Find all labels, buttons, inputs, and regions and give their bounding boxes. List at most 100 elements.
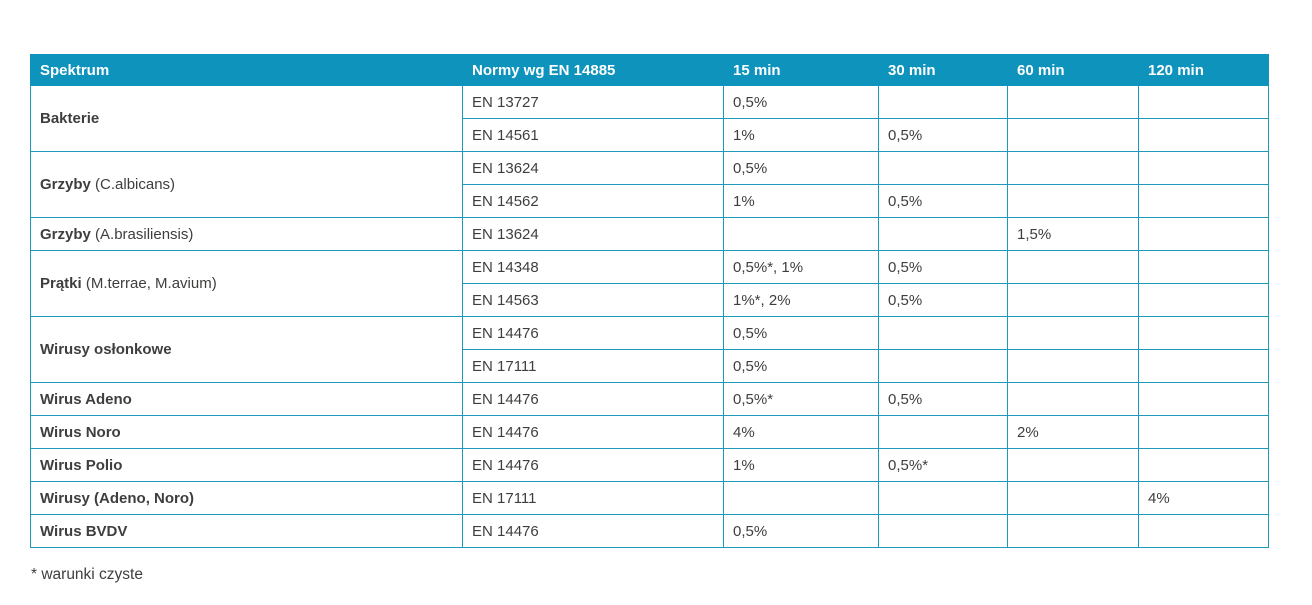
footnote: * warunki czyste [31,566,143,583]
value-cell-30min: 0,5% [878,250,1008,284]
value-cell-30min [878,415,1008,449]
value-cell-30min [878,316,1008,350]
column-header-spektrum: Spektrum [30,54,463,86]
table-row: Wirus Adeno EN 14476 0,5%* 0,5% [30,382,1269,416]
norm-cell: EN 13624 [462,151,724,185]
value-cell-15min: 1% [723,448,879,482]
value-cell-60min [1007,118,1139,152]
value-cell-120min [1138,250,1269,284]
value-cell-15min: 4% [723,415,879,449]
value-cell-15min: 1% [723,184,879,218]
value-cell-60min [1007,316,1139,350]
spectrum-table: Spektrum Normy wg EN 14885 15 min 30 min 60 … [30,54,1269,548]
spectrum-cell: Grzyby (C.albicans) [30,151,463,218]
value-cell-30min [878,481,1008,515]
value-cell-60min [1007,382,1139,416]
value-cell-15min: 0,5%*, 1% [723,250,879,284]
table-row: EN 14562 1% 0,5% [31,184,1269,218]
value-cell-15min: 0,5% [723,349,879,383]
value-cell-60min [1007,514,1139,548]
spectrum-detail: (C.albicans) [90,176,176,193]
spectrum-name: Bakterie [40,110,100,127]
value-cell-15min: 1% [723,118,879,152]
value-cell-60min: 2% [1007,415,1139,449]
spectrum-cell: Wirus BVDV [30,514,463,548]
norm-cell: EN 14476 [462,415,724,449]
spectrum-cell: Wirusy (Adeno, Noro) [30,481,463,515]
spectrum-name: Wirusy osłonkowe [40,341,172,358]
value-cell-120min [1138,415,1269,449]
value-cell-30min: 0,5% [878,283,1008,317]
value-cell-30min [878,349,1008,383]
table-header: Spektrum Normy wg EN 14885 15 min 30 min 60 … [30,54,1269,86]
value-cell-30min: 0,5% [878,382,1008,416]
value-cell-120min [1138,118,1269,152]
value-cell-120min [1138,349,1269,383]
spectrum-cell: Wirus Noro [30,415,463,449]
column-header-30min: 30 min [878,54,1008,86]
table-row: EN 14561 1% 0,5% [31,118,1269,152]
spectrum-cell: Wirus Polio [30,448,463,482]
table-row: Wirus Noro EN 14476 4% 2% [30,415,1269,449]
value-cell-30min [878,514,1008,548]
spectrum-name: Wirus BVDV [40,522,128,540]
spectrum-name: Wirus Polio [40,456,123,474]
table-row: Wirusy (Adeno, Noro) EN 17111 4% [30,481,1269,515]
norm-cell: EN 14476 [462,514,724,548]
norm-cell: EN 14476 [462,382,724,416]
spectrum-cell: Wirusy osłonkowe [30,316,463,383]
value-cell-60min [1007,349,1139,383]
spectrum-cell: Grzyby (A.brasiliensis) [30,217,463,251]
value-cell-15min: 0,5% [723,514,879,548]
value-cell-120min [1138,283,1269,317]
value-cell-60min [1007,481,1139,515]
table-body: Bakterie EN 13727 0,5% EN 14561 1% 0,5% Grzyby… [30,85,1269,548]
spectrum-name: Wirus Noro [40,423,121,441]
norm-cell: EN 17111 [462,481,724,515]
value-cell-120min [1138,316,1269,350]
value-cell-30min [878,151,1008,185]
norm-cell: EN 14561 [462,118,724,152]
norm-cell: EN 17111 [462,349,724,383]
value-cell-30min [878,217,1008,251]
value-cell-60min [1007,85,1139,119]
spectrum-name: Grzyby [40,176,91,193]
value-cell-60min [1007,250,1139,284]
value-cell-30min: 0,5% [878,118,1008,152]
norm-cell: EN 14476 [462,448,724,482]
value-cell-120min [1138,514,1269,548]
value-cell-120min: 4% [1138,481,1269,515]
norm-cell: EN 14348 [462,250,724,284]
norm-cell: EN 14562 [462,184,724,218]
spectrum-name: Wirus Adeno [40,390,132,408]
value-cell-15min: 0,5%* [723,382,879,416]
value-cell-120min [1138,382,1269,416]
table-row: Wirus BVDV EN 14476 0,5% [30,514,1269,548]
value-cell-120min [1138,184,1269,218]
norm-cell: EN 14476 [462,316,724,350]
table-row: Prątki (M.terrae, M.avium) EN 14348 0,5%*,… [30,250,1269,317]
column-header-normy: Normy wg EN 14885 [462,54,724,86]
value-cell-60min [1007,283,1139,317]
value-cell-15min: 0,5% [723,151,879,185]
value-cell-30min: 0,5% [878,184,1008,218]
spectrum-cell: Bakterie [30,85,463,152]
value-cell-30min [878,85,1008,119]
value-cell-15min [723,217,879,251]
norm-cell: EN 13727 [462,85,724,119]
column-header-120min: 120 min [1138,54,1269,86]
value-cell-60min [1007,184,1139,218]
value-cell-15min: 1%*, 2% [723,283,879,317]
value-cell-15min: 0,5% [723,85,879,119]
value-cell-60min: 1,5% [1007,217,1139,251]
table-row: Grzyby (A.brasiliensis) EN 13624 1,5% [30,217,1269,251]
value-cell-15min [723,481,879,515]
norm-cell: EN 13624 [462,217,724,251]
value-cell-60min [1007,151,1139,185]
column-header-60min: 60 min [1007,54,1139,86]
value-cell-15min: 0,5% [723,316,879,350]
spectrum-detail: (A.brasiliensis) [90,225,194,243]
spectrum-detail: (M.terrae, M.avium) [81,275,217,292]
value-cell-30min: 0,5%* [878,448,1008,482]
